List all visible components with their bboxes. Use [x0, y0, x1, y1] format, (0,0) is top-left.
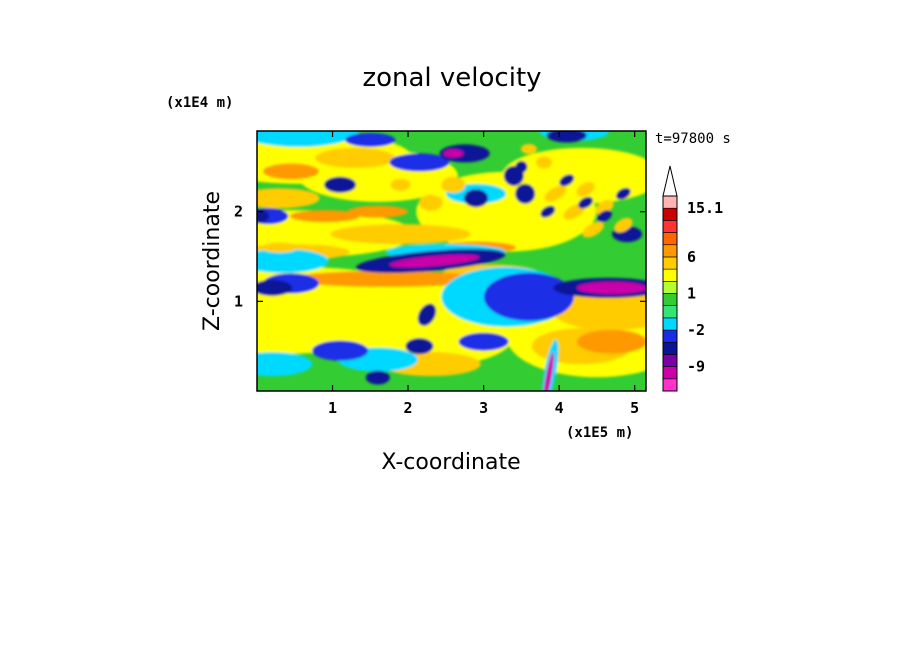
colorbar-extend-arrow [662, 165, 678, 197]
y-tick-label: 1 [234, 292, 243, 310]
x-tick-label: 5 [630, 399, 639, 417]
velocity-blob [597, 210, 612, 223]
colorbar-swatch [662, 354, 678, 367]
y-tick-label: 2 [234, 203, 243, 221]
colorbar: 15.1 6 1 -2 -9 [662, 165, 723, 392]
x-tick-label: 3 [479, 399, 488, 417]
velocity-blob [483, 272, 574, 321]
colorbar-swatch [662, 293, 678, 306]
velocity-blob [257, 352, 313, 377]
velocity-blob [577, 281, 646, 294]
velocity-blob [389, 153, 450, 172]
velocity-blob [614, 217, 633, 233]
colorbar-swatch [662, 329, 678, 343]
x-tick-label: 2 [404, 399, 413, 417]
velocity-blob [418, 194, 443, 211]
colorbar-label: -9 [687, 358, 705, 376]
velocity-blob [290, 270, 481, 287]
velocity-blob [552, 290, 646, 331]
x-axis-label: X-coordinate [381, 450, 520, 475]
heatmap-blobs [257, 131, 646, 391]
velocity-blob [257, 249, 329, 273]
colorbar-swatch [662, 195, 678, 209]
velocity-blob [582, 221, 604, 238]
colorbar-swatch [662, 281, 678, 294]
velocity-blob [615, 187, 631, 200]
velocity-blob [441, 176, 466, 193]
velocity-blob [289, 210, 360, 223]
velocity-blob [577, 329, 646, 354]
velocity-blob [389, 254, 480, 268]
colorbar-swatch [662, 244, 678, 258]
velocity-blob [439, 144, 490, 163]
colorbar-label: -2 [687, 321, 705, 339]
velocity-blob [443, 149, 464, 158]
velocity-blob [257, 279, 293, 296]
colorbar-swatch [662, 366, 678, 380]
colorbar-swatch [662, 232, 678, 246]
velocity-blob [544, 185, 567, 202]
x-axis-ticks: 1 2 3 4 5 [328, 131, 639, 417]
velocity-blob [330, 224, 471, 245]
colorbar-swatch [662, 256, 678, 270]
colorbar-swatch [662, 207, 678, 221]
x-tick-label: 4 [555, 399, 564, 417]
velocity-blob [257, 209, 269, 224]
velocity-blob [578, 196, 593, 209]
y-axis-unit: (x1E4 m) [166, 95, 233, 111]
plot-frame [256, 130, 647, 392]
colorbar-swatch [662, 317, 678, 331]
velocity-blob [536, 156, 553, 169]
velocity-blob [261, 242, 298, 253]
colorbar-swatch [662, 220, 678, 233]
velocity-blob [312, 340, 369, 361]
velocity-blob [345, 132, 396, 147]
velocity-blob [365, 370, 390, 385]
velocity-blob [458, 332, 509, 351]
velocity-blob [257, 188, 320, 209]
colorbar-swatch [662, 378, 678, 392]
velocity-blob [540, 205, 556, 218]
colorbar-frame [662, 195, 678, 392]
y-axis-ticks: 12 [234, 203, 646, 310]
x-axis-unit: (x1E5 m) [566, 425, 633, 441]
colorbar-swatch [662, 268, 678, 282]
velocity-blob [324, 176, 357, 193]
velocity-blob [515, 183, 536, 204]
velocity-blob [257, 131, 359, 147]
velocity-blob [315, 147, 396, 168]
velocity-blob [417, 303, 437, 326]
velocity-blob [464, 189, 489, 208]
velocity-blob [262, 163, 319, 180]
velocity-blob [559, 174, 575, 187]
colorbar-label: 15.1 [687, 199, 723, 217]
velocity-blob [347, 205, 408, 218]
velocity-blob [520, 143, 537, 154]
velocity-blob [515, 160, 528, 173]
time-label: t=97800 s [655, 131, 731, 147]
velocity-blob [576, 182, 595, 197]
colorbar-label: 1 [687, 285, 696, 303]
colorbar-swatch [662, 305, 678, 319]
heatmap-field [257, 131, 646, 391]
colorbar-label: 6 [687, 248, 696, 266]
velocity-blob [405, 338, 434, 355]
velocity-blob [546, 131, 587, 143]
velocity-blob [390, 178, 411, 191]
y-axis-label: Z-coordinate [200, 191, 225, 331]
colorbar-swatch [662, 341, 678, 355]
x-tick-label: 1 [328, 399, 337, 417]
chart-title: zonal velocity [362, 63, 541, 93]
